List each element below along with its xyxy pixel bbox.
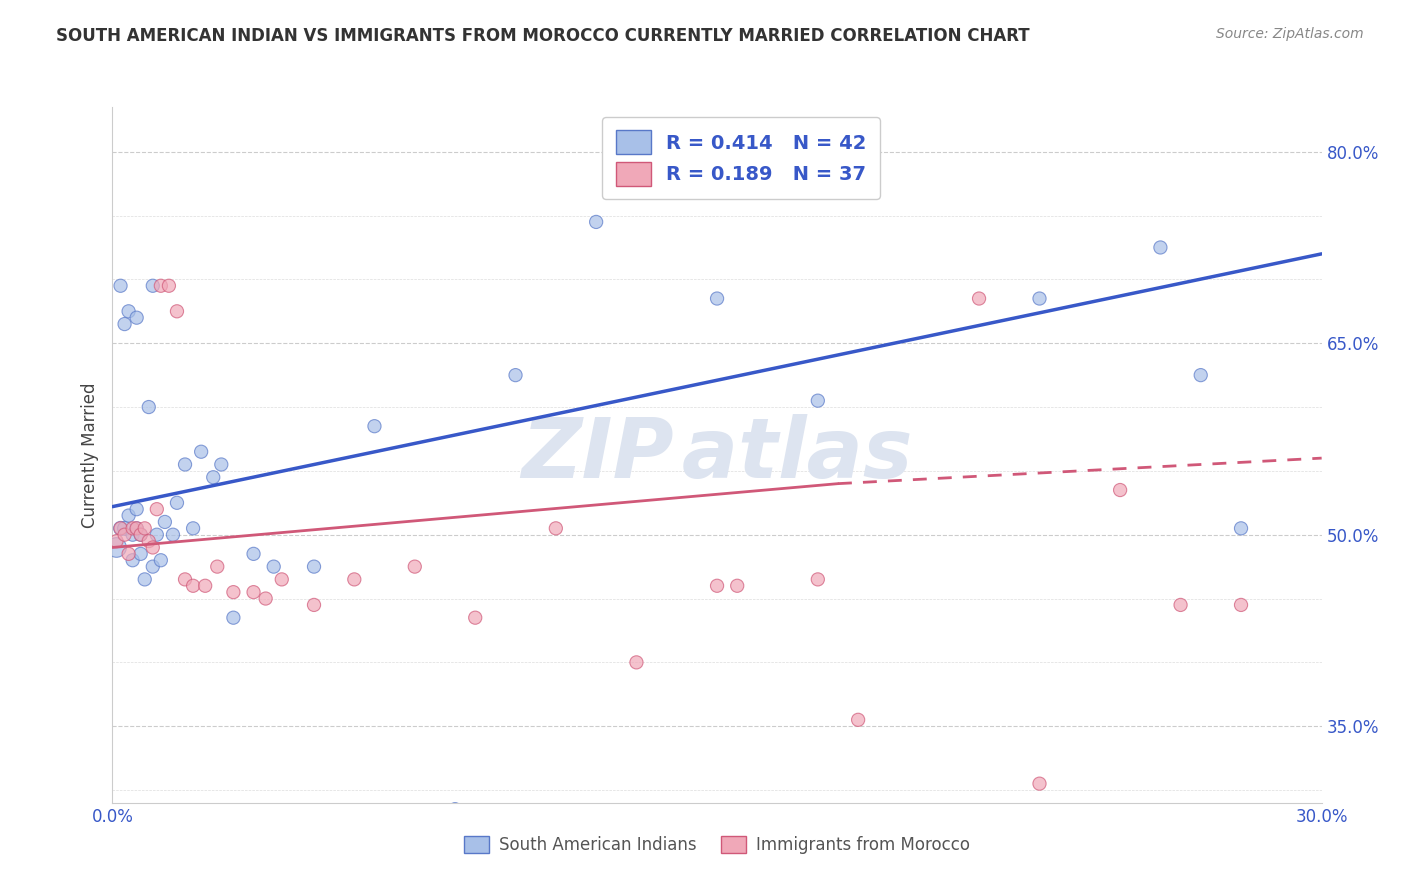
- Point: [706, 292, 728, 306]
- Point: [142, 541, 165, 555]
- Legend: South American Indians, Immigrants from Morocco: South American Indians, Immigrants from …: [457, 829, 977, 861]
- Point: [626, 656, 648, 670]
- Point: [105, 541, 128, 555]
- Point: [302, 559, 325, 574]
- Point: [114, 317, 136, 331]
- Point: [134, 573, 156, 587]
- Point: [142, 559, 165, 574]
- Point: [194, 579, 217, 593]
- Point: [967, 292, 990, 306]
- Point: [242, 585, 264, 599]
- Point: [162, 527, 184, 541]
- Point: [125, 502, 148, 516]
- Point: [146, 527, 169, 541]
- Point: [125, 310, 148, 325]
- Point: [505, 368, 527, 383]
- Point: [129, 547, 152, 561]
- Point: [117, 304, 139, 318]
- Point: [1028, 777, 1050, 791]
- Point: [114, 521, 136, 535]
- Point: [222, 610, 245, 624]
- Point: [149, 553, 172, 567]
- Point: [1189, 368, 1212, 383]
- Point: [110, 521, 132, 535]
- Text: ZIP atlas: ZIP atlas: [522, 415, 912, 495]
- Point: [1230, 598, 1253, 612]
- Point: [157, 278, 180, 293]
- Point: [807, 393, 830, 408]
- Y-axis label: Currently Married: Currently Married: [80, 382, 98, 528]
- Point: [110, 521, 132, 535]
- Point: [138, 534, 160, 549]
- Point: [725, 579, 748, 593]
- Text: SOUTH AMERICAN INDIAN VS IMMIGRANTS FROM MOROCCO CURRENTLY MARRIED CORRELATION C: SOUTH AMERICAN INDIAN VS IMMIGRANTS FROM…: [56, 27, 1029, 45]
- Point: [166, 496, 188, 510]
- Point: [125, 521, 148, 535]
- Point: [121, 527, 143, 541]
- Point: [121, 521, 143, 535]
- Point: [343, 573, 366, 587]
- Point: [706, 579, 728, 593]
- Point: [174, 458, 197, 472]
- Point: [117, 547, 139, 561]
- Point: [404, 559, 426, 574]
- Point: [117, 508, 139, 523]
- Point: [129, 527, 152, 541]
- Point: [209, 458, 232, 472]
- Point: [270, 573, 292, 587]
- Point: [166, 304, 188, 318]
- Point: [207, 559, 229, 574]
- Point: [585, 215, 607, 229]
- Point: [254, 591, 277, 606]
- Point: [242, 547, 264, 561]
- Point: [142, 278, 165, 293]
- Point: [190, 444, 212, 458]
- Point: [1149, 240, 1171, 254]
- Point: [134, 521, 156, 535]
- Point: [1109, 483, 1132, 497]
- Point: [174, 573, 197, 587]
- Point: [1230, 521, 1253, 535]
- Point: [121, 553, 143, 567]
- Point: [181, 579, 204, 593]
- Text: Source: ZipAtlas.com: Source: ZipAtlas.com: [1216, 27, 1364, 41]
- Point: [149, 278, 172, 293]
- Point: [544, 521, 567, 535]
- Point: [114, 527, 136, 541]
- Point: [202, 470, 225, 484]
- Point: [1028, 292, 1050, 306]
- Point: [110, 278, 132, 293]
- Point: [129, 527, 152, 541]
- Point: [138, 400, 160, 414]
- Point: [444, 802, 467, 816]
- Point: [1170, 598, 1192, 612]
- Point: [807, 573, 830, 587]
- Point: [263, 559, 285, 574]
- Point: [846, 713, 869, 727]
- Point: [181, 521, 204, 535]
- Point: [363, 419, 385, 434]
- Point: [105, 534, 128, 549]
- Point: [464, 610, 486, 624]
- Point: [222, 585, 245, 599]
- Point: [146, 502, 169, 516]
- Point: [153, 515, 176, 529]
- Point: [125, 521, 148, 535]
- Point: [302, 598, 325, 612]
